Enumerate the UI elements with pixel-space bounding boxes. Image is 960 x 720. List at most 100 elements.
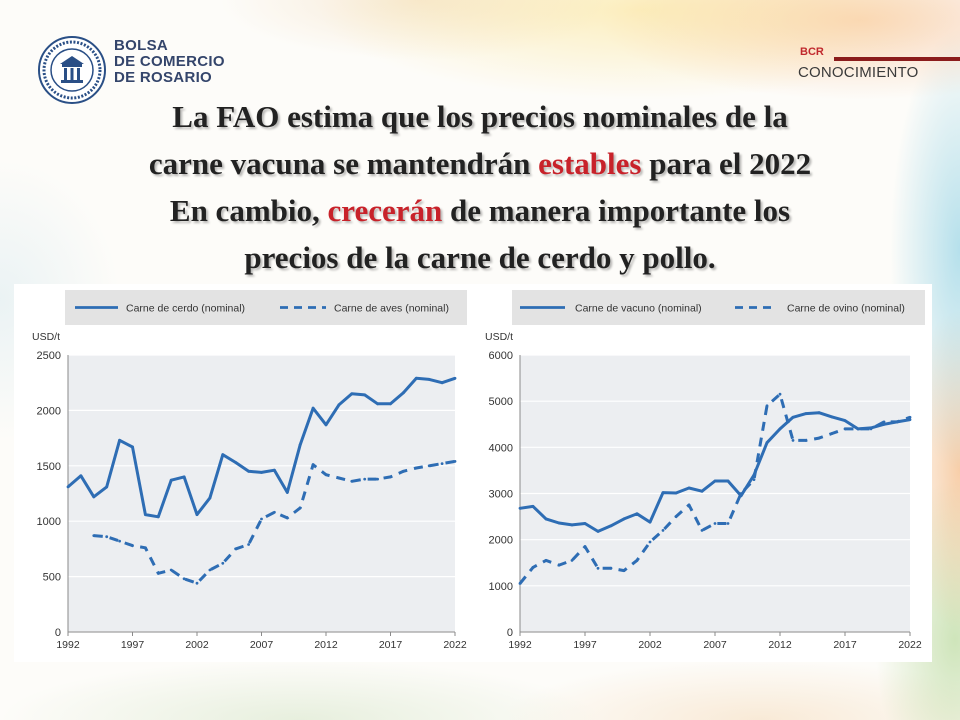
data-point [182, 475, 186, 479]
brand-name: CONOCIMIENTO [798, 64, 919, 81]
data-point [687, 503, 691, 507]
data-point [440, 381, 444, 385]
y-tick-label: 5000 [489, 396, 513, 408]
y-tick-label: 4000 [489, 442, 513, 454]
data-point [648, 540, 652, 544]
data-point [208, 496, 212, 500]
y-tick-label: 3000 [489, 489, 513, 501]
data-point [518, 582, 522, 585]
data-point [247, 469, 251, 473]
data-point [402, 469, 405, 473]
data-point [414, 466, 418, 470]
data-point [311, 406, 315, 410]
data-point [118, 539, 121, 543]
y-tick-label: 2000 [37, 405, 61, 417]
x-tick-label: 2022 [898, 639, 922, 651]
x-tick-label: 2017 [833, 639, 857, 651]
data-point [908, 415, 912, 419]
legend-box [65, 290, 467, 325]
data-point [817, 411, 821, 415]
x-tick-label: 2022 [443, 639, 467, 651]
data-point [273, 510, 276, 514]
data-point [713, 522, 717, 525]
data-point [260, 471, 263, 474]
data-point [427, 464, 431, 468]
data-point [804, 412, 808, 415]
data-point [700, 489, 704, 493]
y-tick-label: 1500 [37, 461, 61, 473]
data-point [285, 516, 289, 520]
data-point [144, 546, 147, 550]
data-point [105, 535, 109, 539]
y-axis-label: USD/t [32, 331, 60, 343]
x-tick-label: 2012 [314, 639, 338, 651]
data-point [830, 432, 834, 435]
data-point [285, 491, 289, 494]
data-point [311, 463, 315, 467]
logo-line-3: DE ROSARIO [114, 69, 213, 86]
data-point [182, 577, 186, 581]
data-point [350, 479, 354, 483]
data-point [791, 415, 795, 419]
data-point [765, 441, 769, 445]
data-point [687, 486, 691, 490]
data-point [144, 513, 147, 516]
data-point [169, 568, 173, 572]
data-point [79, 474, 83, 478]
data-point [376, 477, 379, 481]
data-point [337, 476, 341, 480]
data-point [817, 436, 821, 440]
series-line-2 [93, 459, 456, 585]
data-point [427, 378, 431, 381]
logo-line-1: BOLSA [114, 37, 168, 54]
title-highlight-estables: estables [538, 146, 642, 181]
data-point [363, 477, 367, 481]
data-point [118, 438, 121, 442]
y-tick-label: 6000 [489, 350, 513, 362]
y-tick-label: 2500 [37, 350, 61, 362]
data-point [389, 402, 392, 406]
data-point [843, 427, 847, 431]
data-point [869, 427, 873, 431]
data-point [622, 517, 626, 521]
data-point [66, 485, 70, 489]
legend-label-1: Carne de vacuno (nominal) [575, 303, 702, 315]
data-point [169, 478, 173, 482]
data-point [105, 485, 109, 489]
legend-label-1: Carne de cerdo (nominal) [126, 303, 245, 315]
data-point [234, 547, 238, 551]
data-point [609, 524, 613, 528]
data-point [544, 559, 548, 562]
title-line-2-start: carne vacuna se mantendrán [148, 146, 539, 181]
data-point [324, 423, 328, 427]
data-point [92, 495, 96, 499]
logo-wordmark: BOLSA DE COMERCIO DE ROSARIO [114, 38, 225, 86]
data-point [791, 439, 795, 442]
data-point [195, 513, 199, 516]
data-point [557, 563, 561, 567]
data-point [363, 393, 367, 397]
y-tick-label: 0 [507, 627, 513, 639]
data-point [298, 506, 302, 510]
data-point [260, 517, 263, 521]
data-point [882, 420, 886, 424]
data-point [765, 404, 769, 408]
data-point [674, 491, 678, 495]
logo-seal [38, 36, 106, 104]
data-point [131, 445, 134, 449]
data-point [414, 376, 418, 380]
data-point [324, 473, 328, 477]
y-axis-label: USD/t [485, 331, 513, 343]
data-point [674, 515, 678, 518]
brand-bar [834, 57, 960, 61]
x-tick-label: 2007 [703, 639, 727, 651]
data-point [661, 529, 665, 532]
slide-title: La FAO estima que los precios nominales … [0, 93, 960, 281]
data-point [726, 479, 730, 483]
data-point [622, 569, 626, 572]
y-tick-label: 0 [55, 627, 61, 639]
title-line-2-end: para el 2022 [641, 146, 812, 181]
x-tick-label: 1992 [508, 639, 532, 651]
data-point [596, 530, 600, 533]
x-tick-label: 2002 [185, 639, 209, 651]
